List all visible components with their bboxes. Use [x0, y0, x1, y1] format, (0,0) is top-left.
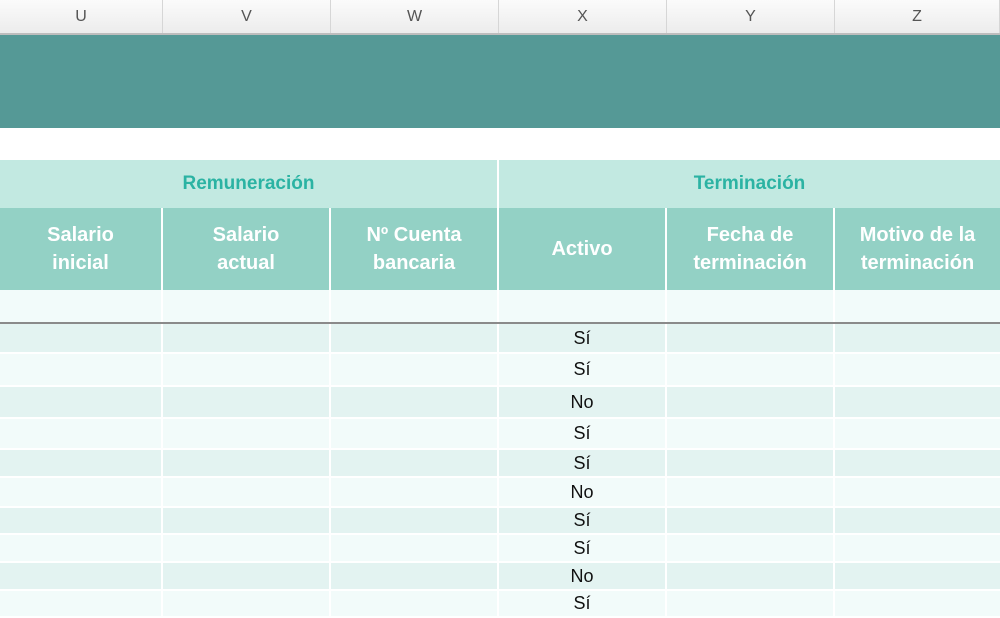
cell[interactable]: [667, 591, 835, 616]
cell[interactable]: [163, 535, 331, 561]
cell[interactable]: [0, 290, 163, 323]
cell[interactable]: [163, 563, 331, 589]
table-row: No: [0, 478, 1000, 506]
cell[interactable]: [331, 419, 499, 448]
cell[interactable]: [331, 387, 499, 417]
cell[interactable]: [331, 324, 499, 352]
cell[interactable]: [835, 387, 1000, 417]
header-fecha-terminacion[interactable]: Fecha de terminación: [667, 208, 835, 290]
activo-cell[interactable]: Sí: [499, 450, 667, 476]
table-row: Sí: [0, 535, 1000, 561]
cell[interactable]: [667, 508, 835, 533]
cell[interactable]: [835, 324, 1000, 352]
cell[interactable]: [667, 535, 835, 561]
cell[interactable]: [163, 508, 331, 533]
column-header-v[interactable]: V: [163, 0, 331, 33]
cell[interactable]: [0, 419, 163, 448]
table-row: Sí: [0, 354, 1000, 385]
cell[interactable]: [331, 354, 499, 385]
title-band: [0, 35, 1000, 128]
cell[interactable]: [835, 450, 1000, 476]
table-row: No: [0, 387, 1000, 417]
cell[interactable]: [0, 591, 163, 616]
cell[interactable]: [0, 387, 163, 417]
cell[interactable]: [835, 535, 1000, 561]
cell[interactable]: [835, 508, 1000, 533]
column-header-x[interactable]: X: [499, 0, 667, 33]
activo-cell[interactable]: Sí: [499, 354, 667, 385]
cell[interactable]: [0, 535, 163, 561]
header-motivo-terminacion[interactable]: Motivo de la terminación: [859, 224, 976, 274]
cell[interactable]: [163, 591, 331, 616]
table-row: Sí: [0, 450, 1000, 476]
column-header-u[interactable]: U: [0, 0, 163, 33]
cell[interactable]: [163, 478, 331, 506]
blank-row: [0, 290, 1000, 323]
cell[interactable]: [331, 591, 499, 616]
cell[interactable]: [667, 354, 835, 385]
cell[interactable]: [667, 324, 835, 352]
cell[interactable]: [499, 290, 667, 323]
cell[interactable]: [0, 324, 163, 352]
activo-cell[interactable]: Sí: [499, 591, 667, 616]
cell[interactable]: [835, 563, 1000, 589]
cell[interactable]: [163, 387, 331, 417]
cell[interactable]: [331, 478, 499, 506]
cell[interactable]: [835, 354, 1000, 385]
column-header-w[interactable]: W: [331, 0, 499, 33]
column-header-z[interactable]: Z: [835, 0, 1000, 33]
group-terminacion[interactable]: Terminación: [693, 173, 806, 194]
header-activo[interactable]: Activo: [499, 208, 667, 290]
cell[interactable]: [835, 290, 1000, 323]
activo-cell[interactable]: No: [499, 478, 667, 506]
cell[interactable]: [331, 290, 499, 323]
cell[interactable]: [163, 324, 331, 352]
cell[interactable]: [667, 450, 835, 476]
cell[interactable]: [835, 591, 1000, 616]
header-salario-inicial[interactable]: Salario inicial: [0, 208, 163, 290]
cell[interactable]: [0, 478, 163, 506]
column-header-y[interactable]: Y: [667, 0, 835, 33]
cell[interactable]: [835, 478, 1000, 506]
cell[interactable]: [331, 535, 499, 561]
divider-line: [0, 322, 1000, 324]
column-header-row: U V W X Y Z: [0, 0, 1000, 35]
cell[interactable]: [667, 563, 835, 589]
cell[interactable]: [331, 450, 499, 476]
table-row: Sí: [0, 419, 1000, 448]
cell[interactable]: [163, 354, 331, 385]
cell[interactable]: [667, 478, 835, 506]
cell[interactable]: [667, 387, 835, 417]
table-row: Sí: [0, 324, 1000, 352]
header-salario-actual[interactable]: Salario actual: [163, 208, 331, 290]
cell[interactable]: [0, 450, 163, 476]
activo-cell[interactable]: Sí: [499, 535, 667, 561]
header-cuenta-bancaria[interactable]: Nº Cuenta bancaria: [331, 208, 499, 290]
group-remuneracion[interactable]: Remuneración: [0, 160, 499, 208]
cell[interactable]: [0, 508, 163, 533]
table-row: Sí: [0, 508, 1000, 533]
cell[interactable]: [163, 290, 331, 323]
group-header-row: Remuneración Terminación: [0, 160, 1000, 208]
table-row: Sí: [0, 591, 1000, 616]
table-row: No: [0, 563, 1000, 589]
subheader-row: Salario inicial Salario actual Nº Cuenta…: [0, 208, 1000, 290]
cell[interactable]: [331, 508, 499, 533]
cell[interactable]: [667, 290, 835, 323]
activo-cell[interactable]: No: [499, 563, 667, 589]
cell[interactable]: [835, 419, 1000, 448]
cell[interactable]: [163, 419, 331, 448]
activo-cell[interactable]: Sí: [499, 508, 667, 533]
activo-cell[interactable]: Sí: [499, 419, 667, 448]
activo-cell[interactable]: Sí: [499, 324, 667, 352]
cell[interactable]: [0, 354, 163, 385]
cell[interactable]: [0, 563, 163, 589]
cell[interactable]: [331, 563, 499, 589]
activo-cell[interactable]: No: [499, 387, 667, 417]
cell[interactable]: [163, 450, 331, 476]
cell[interactable]: [667, 419, 835, 448]
